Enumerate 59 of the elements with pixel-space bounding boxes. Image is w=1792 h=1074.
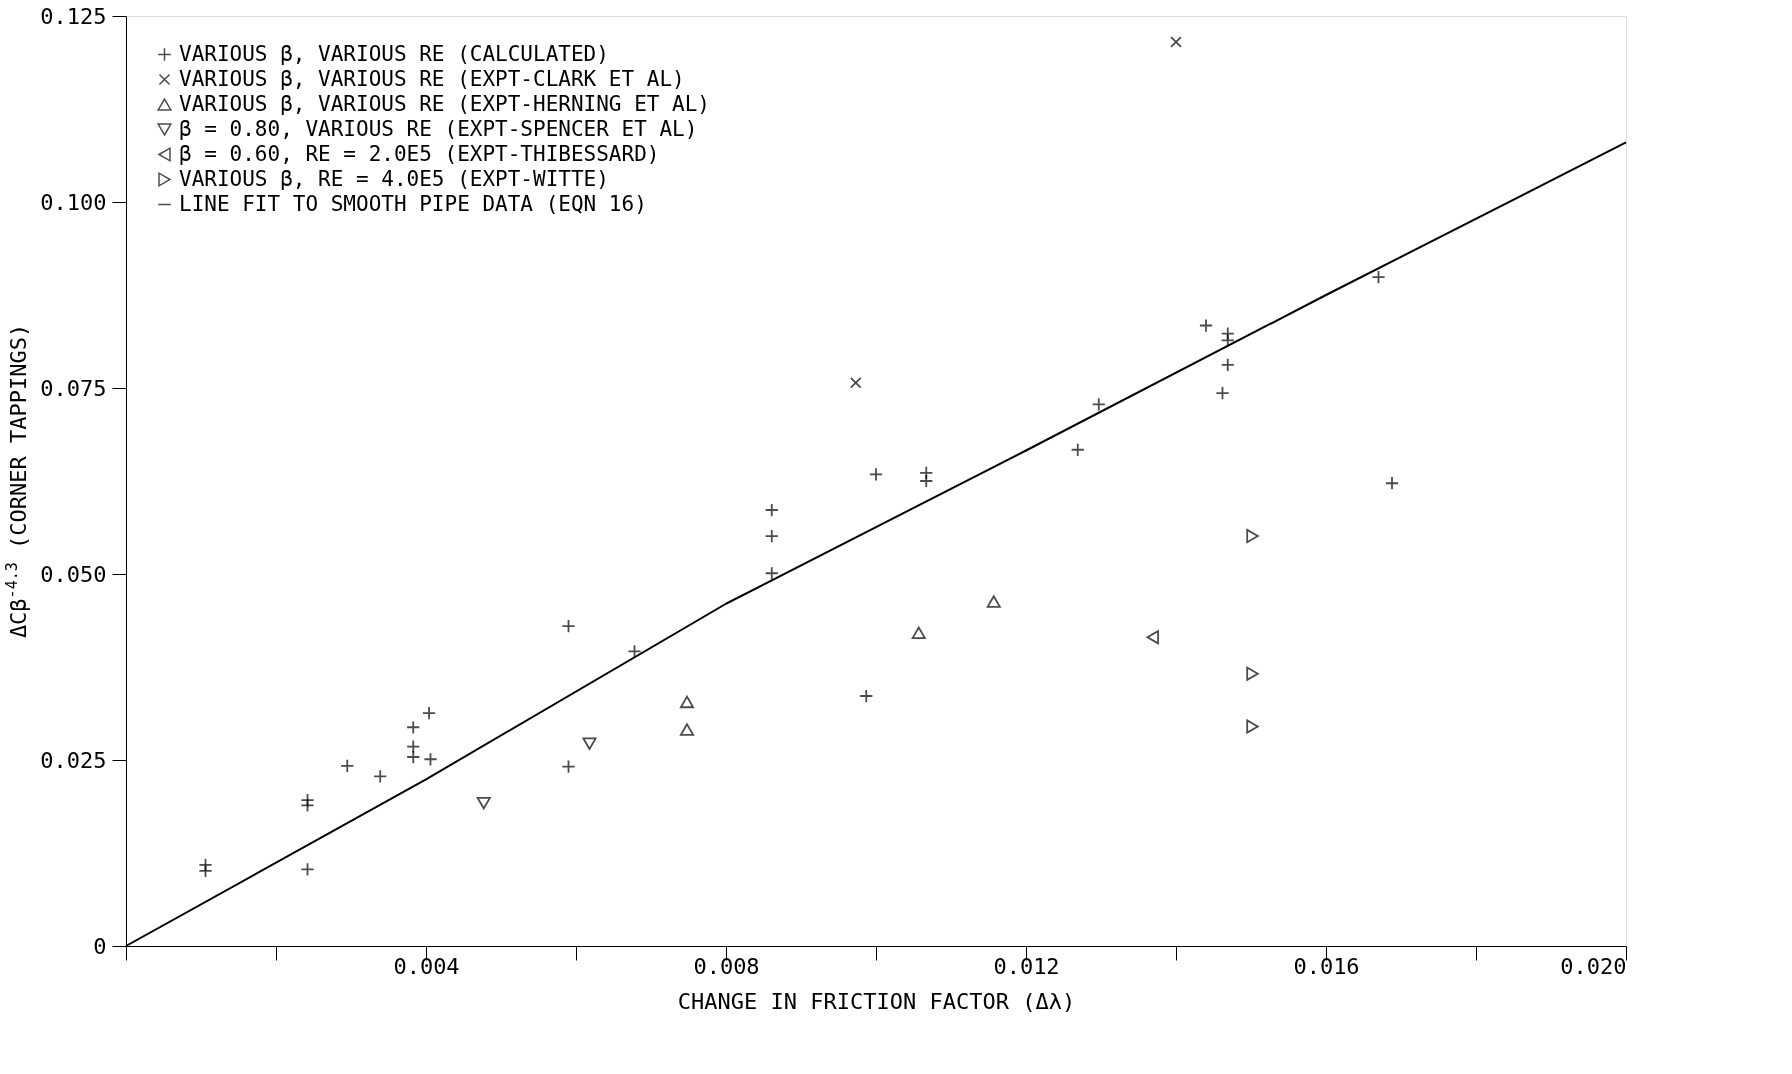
point xyxy=(421,706,437,721)
point xyxy=(423,752,438,767)
y-tick-label: 0.125 xyxy=(40,3,107,29)
y-tick-label: 0.025 xyxy=(40,747,107,773)
y-axis-title: ΔCβ-4.3 (CORNER TAPPINGS) xyxy=(3,323,31,639)
point xyxy=(986,595,1001,608)
legend-label: VARIOUS β, VARIOUS RE (CALCULATED) xyxy=(179,41,609,66)
point xyxy=(1220,333,1235,348)
legend-label: β = 0.80, VARIOUS RE (EXPT-SPENCER ET AL) xyxy=(179,116,698,141)
point xyxy=(561,759,576,774)
point xyxy=(764,529,779,544)
legend-label: VARIOUS β, VARIOUS RE (EXPT-HERNING ET AL) xyxy=(179,91,711,116)
point xyxy=(1146,630,1159,645)
point xyxy=(1246,719,1259,734)
y-tick-label: 0.075 xyxy=(40,375,107,401)
point xyxy=(476,796,491,810)
point xyxy=(764,566,779,581)
point xyxy=(679,723,695,736)
x-tick-label: 0.016 xyxy=(1293,953,1360,979)
point xyxy=(1371,270,1386,285)
x-tick-label: 0.008 xyxy=(693,953,760,979)
point xyxy=(919,473,934,489)
point xyxy=(1091,397,1106,412)
point xyxy=(561,619,576,634)
point xyxy=(406,750,421,765)
point xyxy=(764,502,779,518)
x-tick-label: 0.012 xyxy=(993,953,1060,979)
point xyxy=(849,376,862,389)
y-tick-label: 0.100 xyxy=(40,189,107,215)
legend-label: VARIOUS β, VARIOUS RE (EXPT-CLARK ET AL) xyxy=(179,66,685,91)
point xyxy=(1220,357,1235,372)
point xyxy=(373,769,388,784)
point xyxy=(1070,442,1085,457)
legend-label: LINE FIT TO SMOOTH PIPE DATA (EQN 16) xyxy=(179,191,647,216)
point xyxy=(406,720,421,735)
point xyxy=(406,739,421,754)
legend-label: β = 0.60, RE = 2.0E5 (EXPT-THIBESSARD) xyxy=(179,141,660,166)
point xyxy=(1198,318,1214,333)
point xyxy=(868,467,884,482)
point xyxy=(582,737,597,750)
y-tick-label: 0.050 xyxy=(40,561,107,587)
point xyxy=(198,863,213,878)
x-tick-label: 0.020 xyxy=(1560,953,1627,979)
point xyxy=(679,695,695,709)
point xyxy=(300,862,315,877)
point xyxy=(1170,36,1182,48)
x-axis-title: CHANGE IN FRICTION FACTOR (Δλ) xyxy=(677,988,1076,1014)
point xyxy=(1246,666,1259,681)
point xyxy=(340,758,355,773)
point xyxy=(911,626,926,639)
point xyxy=(1215,386,1230,401)
y-tick-label: 0 xyxy=(93,933,107,959)
point xyxy=(1384,476,1400,491)
point xyxy=(627,644,642,659)
point xyxy=(300,798,315,813)
legend-label: VARIOUS β, RE = 4.0E5 (EXPT-WITTE) xyxy=(179,166,609,191)
x-tick-label: 0.004 xyxy=(393,953,460,979)
point xyxy=(859,688,874,704)
point xyxy=(1246,529,1259,544)
